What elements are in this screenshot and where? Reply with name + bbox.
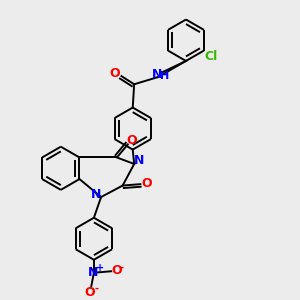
- Text: H: H: [160, 70, 169, 81]
- Text: -: -: [94, 284, 98, 294]
- Text: N: N: [152, 68, 162, 81]
- Text: O: O: [127, 134, 137, 147]
- Text: N: N: [91, 188, 101, 201]
- Text: O: O: [111, 264, 122, 277]
- Text: +: +: [96, 263, 104, 273]
- Text: O: O: [109, 68, 120, 80]
- Text: N: N: [134, 154, 145, 167]
- Text: Cl: Cl: [205, 50, 218, 63]
- Text: N: N: [88, 266, 98, 279]
- Text: O: O: [141, 177, 152, 190]
- Text: -: -: [119, 262, 124, 272]
- Text: O: O: [84, 286, 95, 299]
